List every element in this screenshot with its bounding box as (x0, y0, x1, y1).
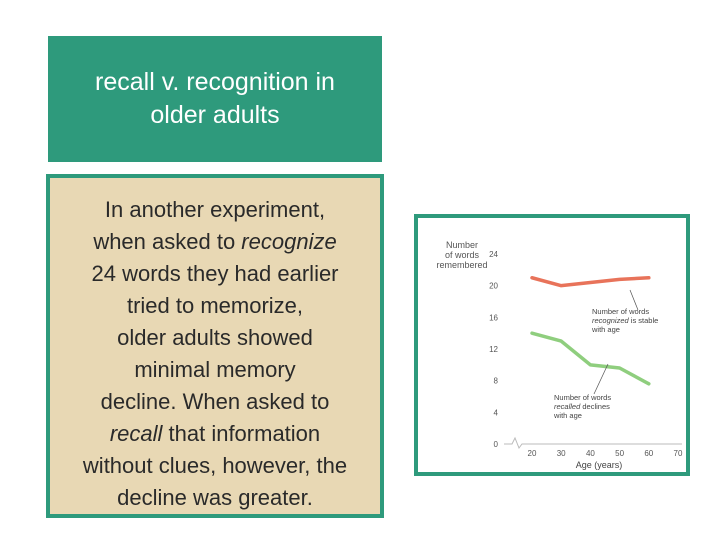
y-axis-label-line: Number (446, 240, 478, 250)
slide-title-box: recall v. recognition in older adults (48, 36, 382, 162)
annotation-recalled-line: with age (553, 411, 582, 420)
y-tick-label: 16 (489, 313, 498, 322)
y-axis-label-line: of words (445, 250, 480, 260)
y-tick-label: 12 (489, 345, 498, 354)
x-tick-label: 20 (528, 449, 537, 458)
annotation-recognized-line: with age (591, 325, 620, 334)
body-line-4: tried to memorize, (126, 293, 304, 318)
annotation-recognized-line: recognized is stable (592, 316, 658, 325)
slide-title: recall v. recognition in older adults (70, 66, 360, 132)
annotation-leader-recalled (593, 363, 609, 395)
body-text-box: In another experiment, when asked to rec… (46, 174, 384, 518)
x-tick-label: 30 (557, 449, 566, 458)
annotation-text-segment: is stable (629, 316, 659, 325)
x-tick-label: 60 (644, 449, 653, 458)
x-tick-label: 40 (586, 449, 595, 458)
y-tick-label: 0 (494, 440, 499, 449)
body-line-5: older adults showed (117, 325, 313, 350)
body-line-1: In another experiment, (104, 197, 326, 222)
slide-title-line-1: recall v. recognition in (95, 68, 335, 96)
annotation-recalled-line: Number of words (554, 393, 611, 402)
annotation-text-segment: recalled (554, 402, 581, 411)
chart-frame: Number of words remembered 0 4 8 12 16 20 24 20 30 4… (414, 214, 690, 476)
y-tick-label: 20 (489, 282, 498, 291)
annotation-recognized-line: Number of words (592, 307, 649, 316)
series-line-recalled (530, 331, 651, 386)
x-tick-label: 70 (674, 449, 683, 458)
y-axis-label-line: remembered (436, 260, 487, 270)
annotation-text-segment: declines (580, 402, 610, 411)
annotation-text-segment: with age (591, 325, 620, 334)
body-line-10: decline was greater. (117, 485, 313, 510)
x-axis-label: Age (years) (576, 460, 623, 470)
y-tick-label: 4 (494, 408, 499, 417)
body-line-7: decline. When asked to (100, 389, 330, 414)
annotation-recalled-line: recalled declines (554, 402, 610, 411)
x-axis-line (504, 436, 682, 450)
annotation-text-segment: Number of words (554, 393, 611, 402)
body-emphasis-recall: recall (109, 421, 163, 446)
body-line-6: minimal memory (134, 357, 296, 382)
annotation-text-segment: Number of words (592, 307, 649, 316)
slide-title-line-2: older adults (150, 101, 280, 129)
body-line-8: recall that information (50, 418, 380, 450)
annotation-text-segment: recognized (592, 316, 630, 325)
annotation-text-segment: with age (553, 411, 582, 420)
annotation-leader-recognized (629, 289, 639, 311)
body-line-2-text: when asked to (93, 229, 242, 254)
body-line-9: without clues, however, the (82, 453, 348, 478)
body-line-3: 24 words they had earlier (91, 261, 339, 286)
x-tick-label: 50 (615, 449, 624, 458)
y-tick-label: 8 (494, 377, 499, 386)
body-line-2: when asked to recognize (50, 226, 380, 258)
series-line-recognized (530, 276, 651, 288)
body-line-8-text: that information (162, 421, 321, 446)
y-tick-label: 24 (489, 250, 498, 259)
body-emphasis-recognize: recognize (241, 229, 337, 254)
